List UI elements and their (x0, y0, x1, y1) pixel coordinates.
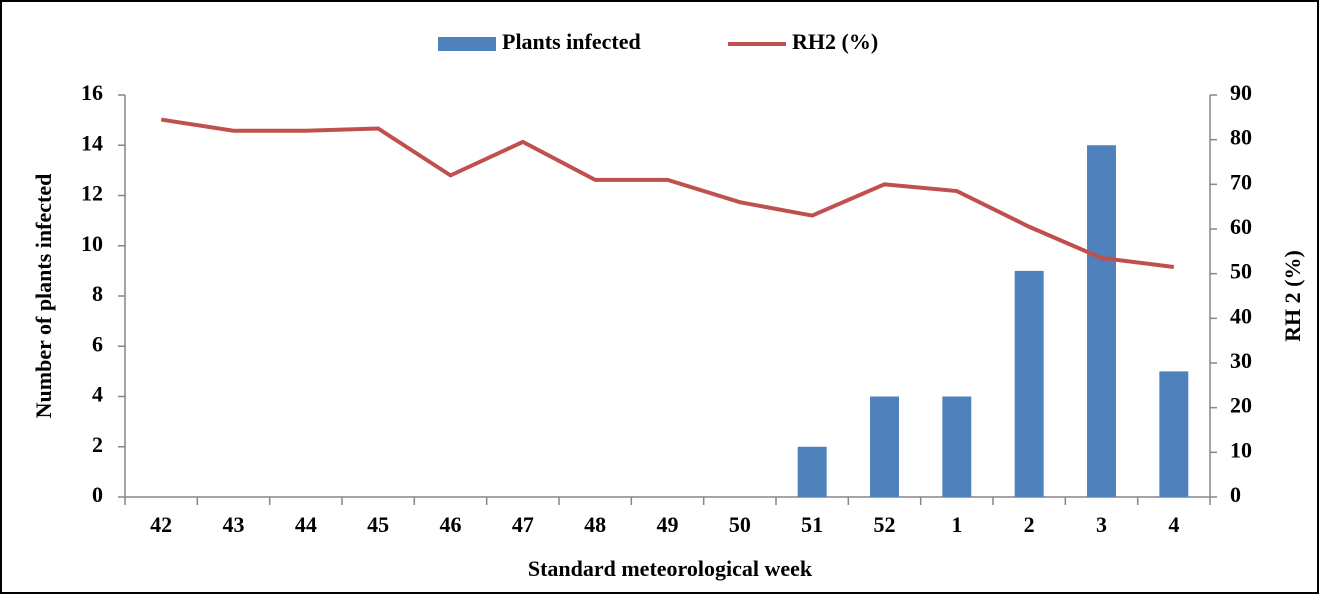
y2-axis-label: RH 2 (%) (1280, 250, 1305, 342)
y-axis-label: Number of plants infected (31, 174, 56, 419)
y-tick-label: 16 (81, 80, 103, 105)
x-tick-label: 43 (223, 512, 245, 537)
y2-tick-label: 0 (1230, 482, 1241, 507)
y-tick-label: 8 (92, 281, 103, 306)
y2-tick-label: 40 (1230, 303, 1252, 328)
y2-tick-label: 90 (1230, 80, 1252, 105)
legend-label: Plants infected (502, 29, 641, 54)
x-tick-label: 42 (150, 512, 172, 537)
x-tick-label: 52 (874, 512, 896, 537)
y2-tick-label: 30 (1230, 348, 1252, 373)
bar (1014, 270, 1044, 497)
x-tick-label: 48 (584, 512, 606, 537)
y2-tick-label: 50 (1230, 259, 1252, 284)
y2-tick-label: 70 (1230, 169, 1252, 194)
legend-label: RH2 (%) (792, 29, 878, 54)
y-tick-label: 10 (81, 231, 103, 256)
line (160, 117, 1175, 269)
x-tick-label: 1 (951, 512, 962, 537)
x-tick-label: 46 (440, 512, 462, 537)
y2-tick-label: 10 (1230, 437, 1252, 462)
bar (870, 396, 899, 497)
x-tick-label: 51 (801, 512, 823, 537)
x-tick-label: 47 (512, 512, 534, 537)
y-tick-label: 4 (92, 382, 103, 407)
y2-tick-label: 80 (1230, 125, 1252, 150)
bar (797, 446, 827, 497)
x-tick-label: 44 (295, 512, 317, 537)
y2-tick-label: 60 (1230, 214, 1252, 239)
x-tick-label: 45 (367, 512, 389, 537)
x-tick-label: 2 (1024, 512, 1035, 537)
y2-tick-label: 20 (1230, 393, 1252, 418)
bar (1159, 371, 1189, 497)
y-tick-label: 2 (92, 432, 103, 457)
y-tick-label: 14 (81, 130, 103, 155)
x-tick-label: 4 (1168, 512, 1179, 537)
y-tick-label: 6 (92, 331, 103, 356)
bar (942, 396, 972, 497)
x-tick-label: 49 (657, 512, 679, 537)
y-tick-label: 12 (81, 181, 103, 206)
x-tick-label: 3 (1096, 512, 1107, 537)
x-tick-label: 50 (729, 512, 751, 537)
legend-swatch (438, 37, 496, 51)
y-tick-label: 0 (92, 482, 103, 507)
x-axis-label: Standard meteorological week (528, 556, 813, 581)
bar (1087, 145, 1116, 497)
